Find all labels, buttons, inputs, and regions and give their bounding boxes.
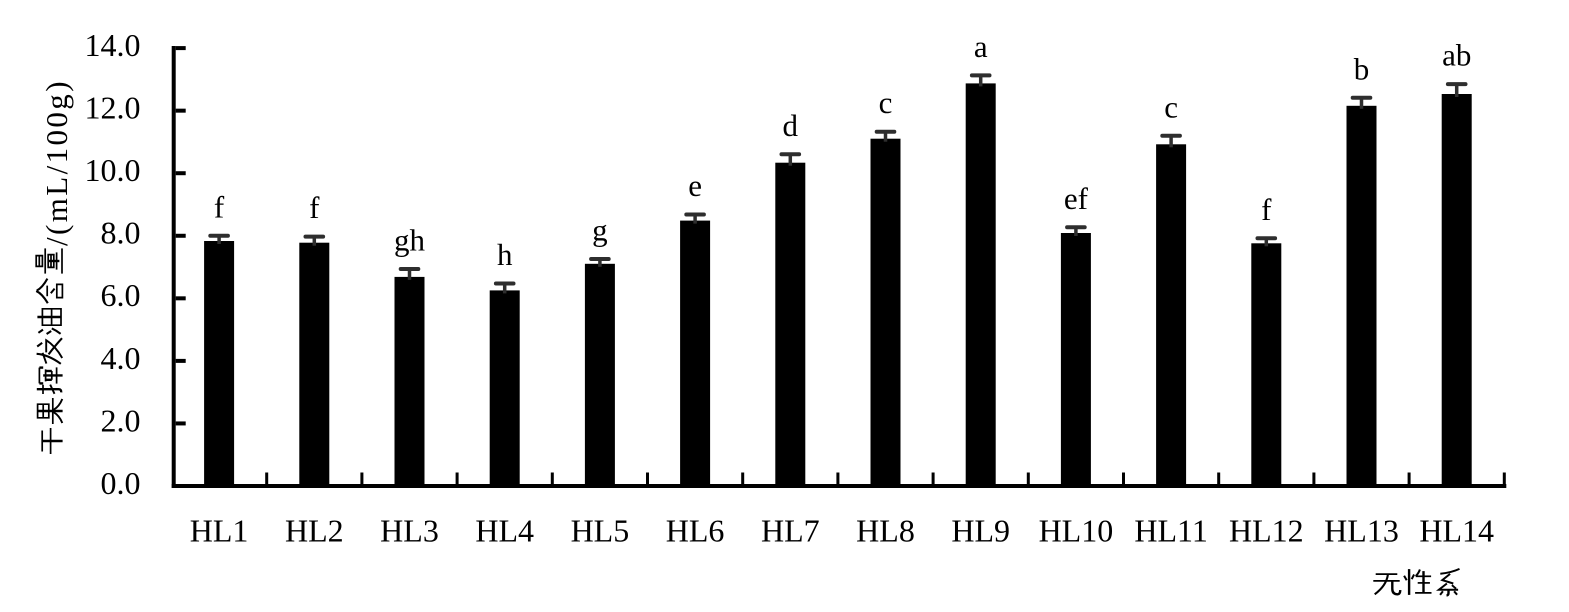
svg-text:d: d (783, 108, 799, 143)
svg-text:HL14: HL14 (1419, 513, 1494, 549)
svg-text:HL8: HL8 (856, 513, 915, 549)
svg-text:b: b (1354, 51, 1370, 86)
svg-text:8.0: 8.0 (101, 215, 141, 251)
svg-text:gh: gh (394, 223, 426, 258)
svg-text:6.0: 6.0 (101, 277, 141, 313)
svg-text:HL4: HL4 (475, 513, 534, 549)
svg-text:c: c (879, 85, 893, 120)
svg-text:2.0: 2.0 (101, 402, 141, 438)
svg-text:HL13: HL13 (1324, 513, 1399, 549)
svg-text:f: f (214, 189, 225, 224)
svg-text:10.0: 10.0 (85, 152, 141, 188)
svg-text:HL7: HL7 (761, 513, 820, 549)
svg-text:HL11: HL11 (1134, 513, 1207, 549)
svg-text:HL5: HL5 (571, 513, 630, 549)
svg-text:0.0: 0.0 (101, 465, 141, 501)
svg-text:f: f (309, 190, 320, 225)
svg-text:HL9: HL9 (951, 513, 1010, 549)
svg-text:ab: ab (1442, 38, 1471, 73)
svg-text:ef: ef (1064, 181, 1089, 216)
svg-text:/(mL/100g): /(mL/100g) (39, 79, 74, 246)
svg-text:12.0: 12.0 (85, 90, 141, 126)
svg-text:HL12: HL12 (1229, 513, 1304, 549)
svg-text:e: e (688, 168, 702, 203)
svg-text:HL3: HL3 (380, 513, 439, 549)
svg-text:a: a (974, 29, 988, 64)
svg-text:14.0: 14.0 (85, 27, 141, 63)
svg-text:c: c (1164, 89, 1178, 124)
svg-text:f: f (1261, 192, 1272, 227)
svg-text:HL6: HL6 (666, 513, 725, 549)
svg-text:h: h (497, 237, 513, 272)
svg-text:HL10: HL10 (1039, 513, 1114, 549)
svg-text:4.0: 4.0 (101, 340, 141, 376)
svg-text:HL2: HL2 (285, 513, 344, 549)
svg-text:HL1: HL1 (190, 513, 249, 549)
svg-text:g: g (592, 213, 608, 248)
